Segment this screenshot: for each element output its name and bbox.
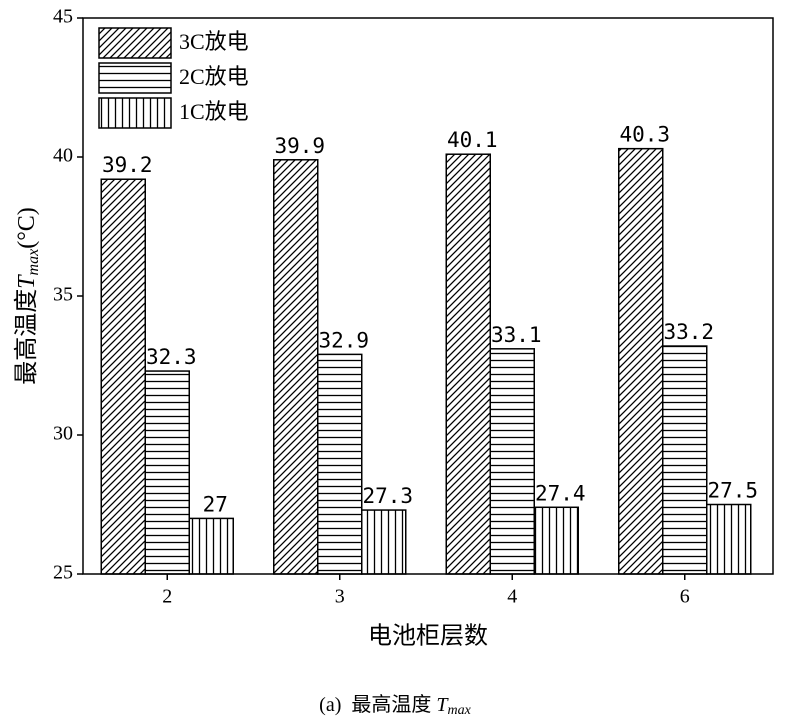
y-axis-label: 最高温度Tmax(°C) (13, 207, 42, 385)
value-label: 39.2 (102, 153, 153, 177)
bar (361, 509, 407, 575)
value-label: 27 (203, 492, 228, 516)
caption-text: (a) 最高温度 (319, 693, 436, 716)
value-label: 32.9 (318, 328, 369, 352)
value-label: 40.3 (619, 123, 670, 147)
x-axis-label: 电池柜层数 (368, 623, 488, 650)
value-label: 40.1 (447, 128, 498, 152)
bar (662, 345, 708, 575)
value-label: 27.3 (362, 484, 413, 508)
legend-label: 2C放电 (179, 64, 249, 89)
legend-label: 3C放电 (179, 29, 249, 54)
x-tick-label: 3 (335, 586, 345, 608)
legend-swatch (98, 97, 172, 129)
bar (533, 506, 579, 575)
y-label-var: T (14, 274, 40, 289)
legend-swatch (98, 62, 172, 94)
x-tick-label: 6 (680, 586, 690, 608)
y-tick-label: 30 (53, 423, 73, 445)
x-tick-label: 2 (162, 586, 172, 608)
y-label-sub: max (25, 249, 42, 276)
plot-frame (82, 17, 774, 575)
value-label: 33.1 (491, 323, 542, 347)
bar (317, 353, 363, 575)
x-tick-label: 4 (507, 586, 517, 608)
bar (100, 178, 146, 575)
y-tick-label: 25 (53, 562, 73, 584)
caption-sub: max (448, 703, 472, 718)
legend-swatch (98, 27, 172, 59)
caption: (a) 最高温度 Tmax (319, 693, 471, 719)
value-label: 27.4 (535, 481, 586, 505)
value-label: 32.3 (146, 345, 197, 369)
y-tick-label: 35 (53, 284, 73, 306)
legend-label: 1C放电 (179, 99, 249, 124)
bar (706, 503, 752, 575)
bar (273, 159, 319, 575)
y-tick-label: 45 (53, 6, 73, 28)
y-label-text: 最高温度 (13, 289, 40, 385)
bar (618, 147, 664, 575)
y-label-unit: (°C) (14, 207, 40, 249)
caption-var: T (436, 694, 449, 716)
value-label: 27.5 (707, 479, 758, 503)
y-tick-label: 40 (53, 145, 73, 167)
bar (489, 348, 535, 575)
bar (188, 517, 234, 575)
value-label: 39.9 (274, 134, 325, 158)
bar (144, 370, 190, 575)
bar (445, 153, 491, 575)
value-label: 33.2 (663, 320, 714, 344)
